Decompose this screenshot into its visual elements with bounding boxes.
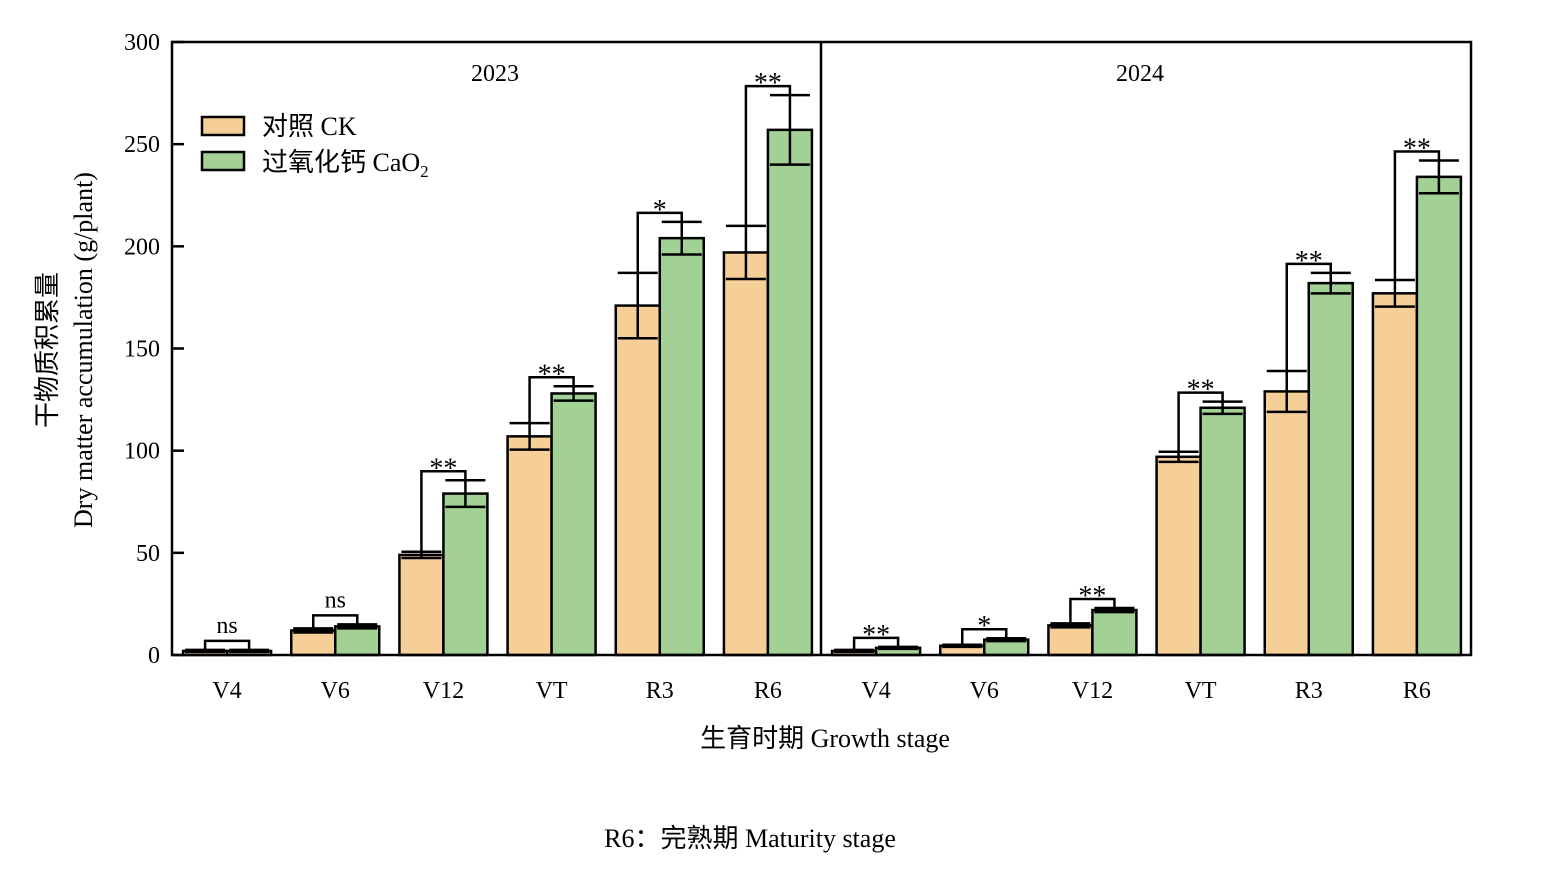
x-tick-label: R6 — [754, 678, 782, 704]
significance-bracket — [1177, 391, 1224, 452]
significance-bracket — [528, 376, 575, 424]
legend-swatch-ck — [200, 115, 246, 137]
significance-label: ** — [754, 68, 782, 99]
significance-label: * — [977, 611, 991, 642]
bar-cao2 — [334, 625, 381, 657]
bar-cao2 — [1307, 281, 1354, 657]
bar-ck — [290, 629, 337, 657]
bar-cao2 — [658, 236, 705, 657]
significance-label: ** — [1187, 375, 1215, 406]
footnote: R6：完熟期 Maturity stage — [604, 824, 896, 853]
significance-label: ** — [538, 359, 566, 390]
legend-label-ck: 对照 CK — [262, 112, 357, 141]
significance-bracket — [1069, 597, 1116, 624]
bar-ck — [1371, 292, 1419, 657]
x-tick-label: R6 — [1403, 678, 1431, 704]
significance-label: ** — [1078, 581, 1106, 612]
significance-bracket — [1285, 262, 1332, 371]
significance-label: ** — [1295, 246, 1323, 277]
significance-bracket — [744, 84, 792, 226]
significance-label: ** — [1403, 134, 1431, 165]
bar-ck — [1047, 624, 1094, 657]
bar-cao2 — [1415, 175, 1463, 657]
legend-label-cao2: 过氧化钙 CaO2 — [262, 148, 429, 181]
panel-title-2023: 2023 — [471, 61, 519, 87]
y-tick-label: 300 — [124, 30, 160, 56]
x-axis-label: 生育时期 Growth stage — [700, 724, 950, 753]
x-tick-label: V4 — [861, 678, 890, 704]
bar-cao2 — [442, 492, 489, 657]
significance-bracket — [961, 627, 1008, 645]
significance-bracket — [312, 614, 359, 629]
y-tick-label: 100 — [124, 439, 160, 465]
bar-ck — [614, 304, 661, 657]
bar-ck — [398, 553, 445, 657]
significance-label: * — [653, 195, 667, 226]
y-axis-label-cn: 干物质积累量 — [33, 272, 62, 428]
bar-cao2 — [766, 128, 814, 657]
bar-ck — [1155, 455, 1202, 657]
x-tick-label: VT — [1185, 678, 1217, 704]
x-tick-label: V6 — [321, 678, 350, 704]
significance-bracket — [203, 639, 251, 650]
y-tick-label: 0 — [148, 643, 160, 669]
bar-ck — [1263, 390, 1310, 657]
significance-bracket — [420, 470, 467, 552]
x-tick-label: R3 — [1295, 678, 1323, 704]
legend: 对照 CK 过氧化钙 CaO2 — [200, 112, 429, 181]
significance-label: ** — [862, 620, 890, 651]
bar-cao2 — [1199, 406, 1246, 657]
y-tick-label: 150 — [124, 337, 160, 363]
y-tick-label: 200 — [124, 234, 160, 260]
significance-label: ** — [429, 453, 457, 484]
bar-ck — [506, 435, 553, 657]
bar-cao2 — [550, 392, 597, 657]
significance-label: ns — [325, 587, 346, 613]
x-tick-label: V4 — [212, 678, 241, 704]
x-tick-label: VT — [536, 678, 568, 704]
significance-bracket — [1393, 150, 1441, 281]
y-tick-label: 250 — [124, 132, 160, 158]
significance-label: ns — [216, 613, 237, 639]
panel-title-2024: 2024 — [1116, 61, 1164, 87]
x-tick-label: V12 — [1072, 678, 1113, 704]
y-tick-label: 50 — [136, 541, 160, 567]
x-tick-label: V6 — [970, 678, 999, 704]
y-axis-label-en: Dry matter accumulation (g/plant) — [69, 172, 98, 528]
significance-bracket — [852, 636, 900, 650]
bar-cao2 — [1091, 608, 1138, 657]
x-tick-label: R3 — [646, 678, 674, 704]
significance-bracket — [636, 211, 683, 273]
x-tick-label: V12 — [423, 678, 464, 704]
bar-ck — [722, 251, 770, 657]
legend-swatch-cao2 — [200, 150, 246, 172]
